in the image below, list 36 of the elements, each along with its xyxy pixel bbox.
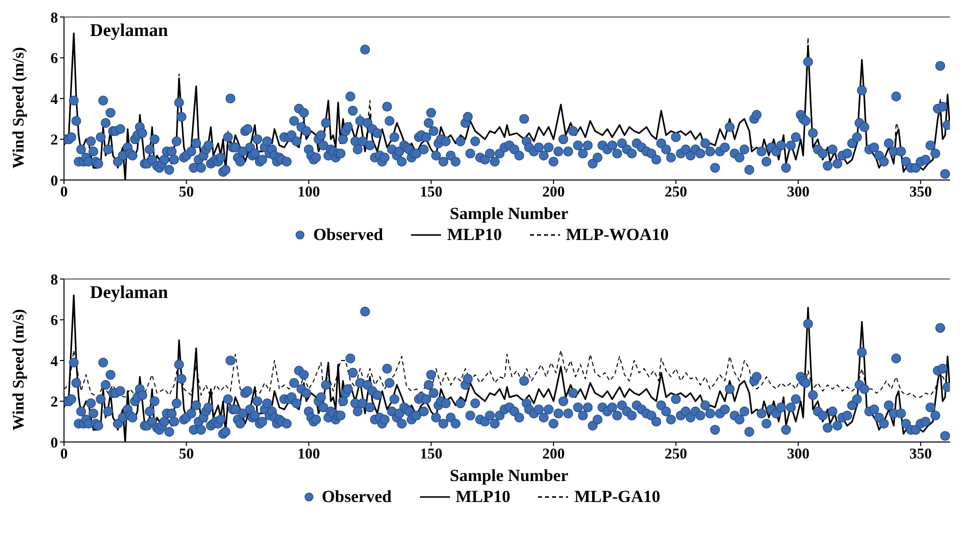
y-tick-label: 0 [50, 173, 58, 190]
x-tick-label: 50 [178, 446, 194, 463]
y-tick-label: 8 [50, 10, 58, 26]
x-axis-title: Sample Number [448, 204, 570, 224]
legend-label: MLP10 [447, 225, 502, 245]
x-tick-label: 300 [787, 446, 810, 463]
x-axis-title: Sample Number [448, 466, 570, 486]
x-tick-label: 150 [420, 446, 442, 463]
y-tick-label: 2 [50, 132, 58, 149]
x-tick-label: 250 [664, 184, 688, 201]
y-axis-title: Wind Speed (m/s) [10, 46, 28, 168]
x-tick-label: 50 [178, 184, 194, 201]
x-tick-label: 200 [542, 184, 565, 201]
x-tick-label: 350 [909, 184, 932, 201]
y-tick-label: 8 [50, 272, 58, 288]
x-tick-label: 100 [298, 446, 320, 463]
y-tick-label: 4 [50, 92, 58, 108]
y-tick-label: 6 [50, 313, 58, 330]
x-tick-label: 200 [542, 446, 565, 463]
x-tick-label: 150 [420, 184, 442, 201]
legend-label: MLP-WOA10 [566, 225, 669, 245]
legend-label: MLP-GA10 [574, 487, 660, 507]
y-tick-label: 4 [50, 354, 58, 370]
legend-label: Observed [322, 487, 392, 507]
y-axis-title: Wind Speed (m/s) [10, 308, 28, 430]
y-tick-label: 0 [50, 435, 58, 452]
legend-label: Observed [313, 225, 384, 245]
x-tick-label: 100 [298, 184, 320, 201]
legend-label: MLP10 [456, 487, 510, 507]
chart-title: Deylaman [90, 282, 168, 303]
chart-title: Deylaman [90, 20, 168, 41]
x-tick-label: 250 [664, 446, 688, 463]
y-tick-label: 2 [50, 394, 58, 411]
x-tick-label: 350 [909, 446, 932, 463]
y-tick-label: 6 [50, 51, 58, 68]
x-tick-label: 300 [787, 184, 810, 201]
